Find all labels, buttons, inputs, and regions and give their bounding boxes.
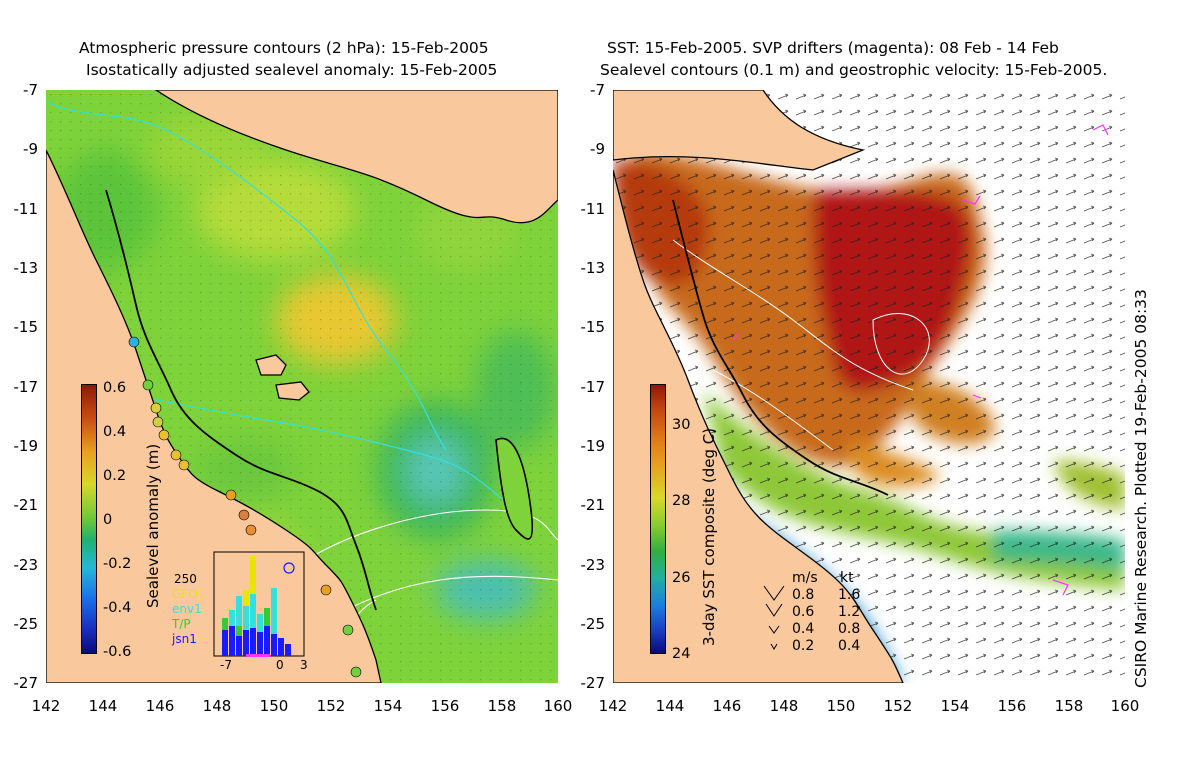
lat-tick: -27 — [580, 674, 606, 692]
lat-tick: -15 — [13, 318, 39, 336]
inset-xtick: 0 — [276, 658, 284, 672]
lat-tick: -9 — [23, 140, 38, 158]
sealevel-colorbar-tick: -0.4 — [103, 600, 132, 616]
velocity-key-ms: 0.8 — [792, 587, 815, 603]
velocity-key-header-ms: m/s — [792, 570, 818, 586]
sst-colorbar — [650, 384, 666, 654]
sealevel-map — [46, 90, 558, 683]
lat-tick: -21 — [13, 496, 39, 514]
drifter-tracks — [732, 124, 1109, 596]
sst-map — [613, 90, 1125, 683]
lat-tick: -7 — [590, 81, 605, 99]
inset-legend-gfo: GFO — [172, 587, 198, 601]
lon-tick: 156 — [430, 697, 460, 715]
sealevel-contours — [672, 239, 930, 451]
velocity-key-kt: 1.2 — [838, 604, 861, 620]
land-and-coastline — [46, 90, 558, 683]
sealevel-colorbar-tick: 0.2 — [103, 468, 127, 484]
velocity-key-ms: 0.4 — [792, 621, 815, 637]
velocity-key-ms: 0.6 — [792, 604, 815, 620]
lat-tick: -11 — [580, 200, 606, 218]
altimeter-inset: 250 GFO env1 T/P jsn1 -7 0 3 — [172, 548, 312, 672]
lat-tick: -15 — [580, 318, 606, 336]
lat-tick: -13 — [580, 259, 606, 277]
lat-tick: -25 — [580, 615, 606, 633]
lon-tick: 152 — [883, 697, 913, 715]
left-title-line1: Atmospheric pressure contours (2 hPa): 1… — [79, 39, 489, 57]
lat-tick: -23 — [13, 556, 39, 574]
velocity-key-kt: 0.4 — [838, 638, 861, 654]
sealevel-colorbar-tick: 0.4 — [103, 424, 127, 440]
sealevel-colorbar-tick: -0.6 — [103, 644, 132, 660]
lat-tick: -9 — [590, 140, 605, 158]
lon-tick: 158 — [1054, 697, 1084, 715]
land-and-coastline-sst — [613, 90, 904, 683]
sst-colorbar-tick: 24 — [672, 646, 691, 662]
sealevel-colorbar-label: Sealevel anomaly (m) — [144, 443, 162, 608]
lon-tick: 160 — [543, 697, 573, 715]
lon-tick: 142 — [31, 697, 61, 715]
sst-colorbar-tick: 30 — [672, 417, 691, 433]
inset-bars — [213, 551, 305, 657]
lon-tick: 148 — [202, 697, 232, 715]
velocity-key: m/s kt 0.8 1.6 0.6 1.2 0.4 0.8 0.2 0.4 — [760, 570, 890, 660]
velocity-key-arrows — [763, 585, 785, 650]
lat-tick: -17 — [13, 378, 39, 396]
sst-colorbar-tick: 26 — [672, 570, 691, 586]
left-title-line2: Isostatically adjusted sealevel anomaly:… — [86, 61, 498, 79]
lat-tick: -19 — [13, 437, 39, 455]
shelf-edge — [105, 189, 377, 611]
lon-tick: 142 — [598, 697, 628, 715]
inset-xtick: -7 — [220, 658, 232, 672]
sst-colorbar-tick: 28 — [672, 493, 691, 509]
velocity-key-kt: 1.6 — [838, 587, 861, 603]
shelf-edge-sst — [672, 199, 889, 496]
lon-tick: 154 — [940, 697, 970, 715]
velocity-key-ms: 0.2 — [792, 638, 815, 654]
inset-ymax: 250 — [174, 572, 197, 586]
sst-colorbar-label: 3-day SST composite (deg C) — [700, 427, 718, 646]
lat-tick: -23 — [580, 556, 606, 574]
tide-gauge-markers — [128, 336, 362, 678]
lat-tick: -17 — [580, 378, 606, 396]
lon-tick: 158 — [487, 697, 517, 715]
sealevel-colorbar-tick: 0 — [103, 512, 113, 528]
lon-tick: 148 — [769, 697, 799, 715]
lon-tick: 154 — [373, 697, 403, 715]
lat-tick: -27 — [13, 674, 39, 692]
lat-tick: -19 — [580, 437, 606, 455]
inset-legend-jsn1: jsn1 — [172, 632, 197, 646]
sealevel-colorbar-tick: 0.6 — [103, 380, 127, 396]
velocity-key-kt: 0.8 — [838, 621, 861, 637]
lon-tick: 146 — [712, 697, 742, 715]
lon-tick: 160 — [1110, 697, 1140, 715]
lat-tick: -13 — [13, 259, 39, 277]
right-title-line2: Sealevel contours (0.1 m) and geostrophi… — [600, 61, 1108, 79]
sealevel-colorbar — [81, 384, 97, 654]
lon-tick: 150 — [826, 697, 856, 715]
inset-xtick: 3 — [300, 658, 308, 672]
lon-tick: 144 — [655, 697, 685, 715]
lon-tick: 156 — [997, 697, 1027, 715]
lat-tick: -7 — [23, 81, 38, 99]
lat-tick: -21 — [580, 496, 606, 514]
inset-legend-env1: env1 — [172, 602, 202, 616]
lon-tick: 146 — [145, 697, 175, 715]
lon-tick: 144 — [88, 697, 118, 715]
lat-tick: -11 — [13, 200, 39, 218]
lon-tick: 152 — [316, 697, 346, 715]
sealevel-colorbar-tick: -0.2 — [103, 556, 132, 572]
velocity-key-header-kt: kt — [840, 570, 854, 586]
inset-legend-tp: T/P — [172, 617, 191, 631]
lat-tick: -25 — [13, 615, 39, 633]
lon-tick: 150 — [259, 697, 289, 715]
plot-credit: CSIRO Marine Research. Plotted 19-Feb-20… — [1132, 289, 1150, 688]
right-title-line1: SST: 15-Feb-2005. SVP drifters (magenta)… — [607, 39, 1059, 57]
